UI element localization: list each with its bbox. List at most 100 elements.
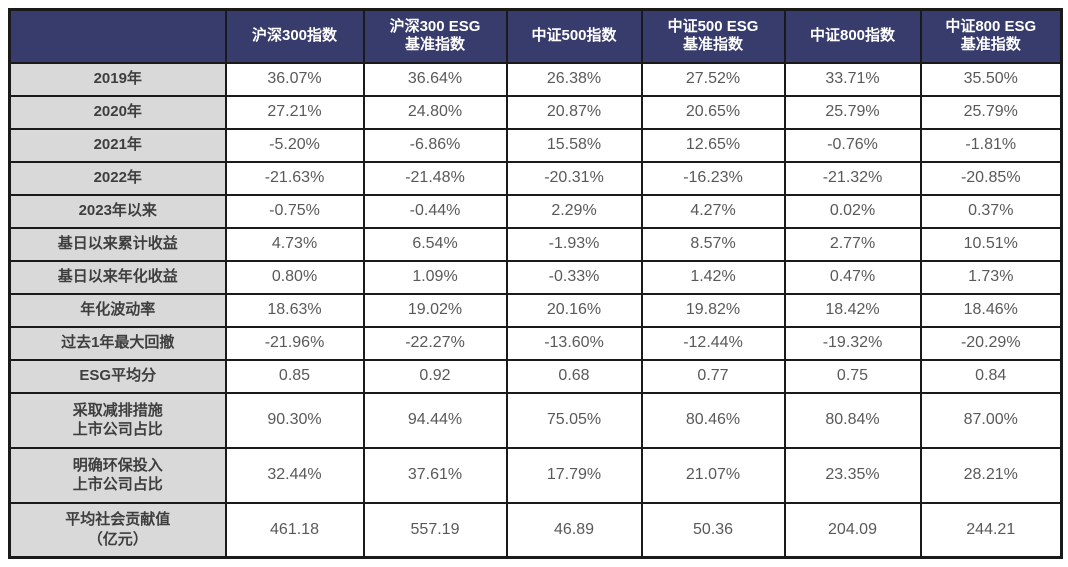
table-row: 2021年 -5.20% -6.86% 15.58% 12.65% -0.76% -1.81…: [8, 127, 1063, 163]
data-cell: 20.87%: [505, 94, 643, 130]
data-cell: 36.64%: [362, 61, 508, 97]
data-cell: 12.65%: [640, 127, 786, 163]
data-cell: 26.38%: [505, 61, 643, 97]
data-cell: 15.58%: [505, 127, 643, 163]
data-cell: -21.48%: [362, 160, 508, 196]
data-cell: 27.21%: [224, 94, 365, 130]
data-cell: 23.35%: [783, 446, 922, 504]
data-cell: 25.79%: [783, 94, 922, 130]
data-cell: 0.77: [640, 358, 786, 394]
data-cell: 75.05%: [505, 391, 643, 449]
row-label: 2023年以来: [8, 193, 227, 229]
data-cell: 0.92: [362, 358, 508, 394]
data-cell: -22.27%: [362, 325, 508, 361]
data-cell: -20.31%: [505, 160, 643, 196]
data-cell: 90.30%: [224, 391, 365, 449]
data-cell: -21.63%: [224, 160, 365, 196]
data-cell: 4.27%: [640, 193, 786, 229]
table-row: 2020年 27.21% 24.80% 20.87% 20.65% 25.79% 25.79…: [8, 94, 1063, 130]
table-row: 年化波动率 18.63% 19.02% 20.16% 19.82% 18.42% 18.46…: [8, 292, 1063, 328]
header-row: 沪深300指数 沪深300 ESG 基准指数 中证500指数 中证500 ESG 基准指数…: [8, 8, 1063, 64]
table-row: 基日以来累计收益 4.73% 6.54% -1.93% 8.57% 2.77% 10.51%: [8, 226, 1063, 262]
row-label: 平均社会贡献值 （亿元）: [8, 501, 227, 559]
table-row: 基日以来年化收益 0.80% 1.09% -0.33% 1.42% 0.47% 1.73%: [8, 259, 1063, 295]
data-cell: 25.79%: [919, 94, 1063, 130]
data-cell: 2.29%: [505, 193, 643, 229]
column-header: 沪深300指数: [224, 8, 365, 64]
data-cell: 8.57%: [640, 226, 786, 262]
index-comparison-table-wrap: 沪深300指数 沪深300 ESG 基准指数 中证500指数 中证500 ESG 基准指数…: [8, 8, 1063, 559]
data-cell: -19.32%: [783, 325, 922, 361]
table-row: 2019年 36.07% 36.64% 26.38% 27.52% 33.71% 35.50…: [8, 61, 1063, 97]
data-cell: -0.75%: [224, 193, 365, 229]
data-cell: 6.54%: [362, 226, 508, 262]
data-cell: -20.29%: [919, 325, 1063, 361]
data-cell: 80.84%: [783, 391, 922, 449]
table-row: 明确环保投入 上市公司占比 32.44% 37.61% 17.79% 21.07% 23.3…: [8, 446, 1063, 504]
data-cell: 0.37%: [919, 193, 1063, 229]
data-cell: 0.84: [919, 358, 1063, 394]
data-cell: -0.44%: [362, 193, 508, 229]
table-row: 采取减排措施 上市公司占比 90.30% 94.44% 75.05% 80.46% 80.8…: [8, 391, 1063, 449]
column-header: 中证500指数: [505, 8, 643, 64]
data-cell: 80.46%: [640, 391, 786, 449]
data-cell: 204.09: [783, 501, 922, 559]
data-cell: 94.44%: [362, 391, 508, 449]
data-cell: 18.63%: [224, 292, 365, 328]
table-header: 沪深300指数 沪深300 ESG 基准指数 中证500指数 中证500 ESG 基准指数…: [8, 8, 1063, 64]
data-cell: -16.23%: [640, 160, 786, 196]
data-cell: 244.21: [919, 501, 1063, 559]
data-cell: 0.68: [505, 358, 643, 394]
data-cell: 10.51%: [919, 226, 1063, 262]
data-cell: -1.81%: [919, 127, 1063, 163]
data-cell: -21.96%: [224, 325, 365, 361]
data-cell: 17.79%: [505, 446, 643, 504]
column-header: 中证500 ESG 基准指数: [640, 8, 786, 64]
data-cell: -5.20%: [224, 127, 365, 163]
data-cell: 18.42%: [783, 292, 922, 328]
data-cell: 50.36: [640, 501, 786, 559]
row-label: ESG平均分: [8, 358, 227, 394]
data-cell: 461.18: [224, 501, 365, 559]
data-cell: 21.07%: [640, 446, 786, 504]
data-cell: 0.80%: [224, 259, 365, 295]
column-header: 沪深300 ESG 基准指数: [362, 8, 508, 64]
row-label: 2020年: [8, 94, 227, 130]
data-cell: 87.00%: [919, 391, 1063, 449]
data-cell: 24.80%: [362, 94, 508, 130]
data-cell: 2.77%: [783, 226, 922, 262]
data-cell: 37.61%: [362, 446, 508, 504]
row-label: 2021年: [8, 127, 227, 163]
data-cell: -0.76%: [783, 127, 922, 163]
data-cell: -13.60%: [505, 325, 643, 361]
table-row: 2022年 -21.63% -21.48% -20.31% -16.23% -21.32%…: [8, 160, 1063, 196]
data-cell: 0.02%: [783, 193, 922, 229]
data-cell: -1.93%: [505, 226, 643, 262]
data-cell: 1.42%: [640, 259, 786, 295]
data-cell: -0.33%: [505, 259, 643, 295]
table-row: 平均社会贡献值 （亿元） 461.18 557.19 46.89 50.36 204.09 2…: [8, 501, 1063, 559]
row-label: 年化波动率: [8, 292, 227, 328]
data-cell: -20.85%: [919, 160, 1063, 196]
data-cell: 1.09%: [362, 259, 508, 295]
data-cell: 4.73%: [224, 226, 365, 262]
data-cell: 46.89: [505, 501, 643, 559]
row-label: 基日以来累计收益: [8, 226, 227, 262]
corner-cell: [8, 8, 227, 64]
data-cell: -21.32%: [783, 160, 922, 196]
row-label: 2022年: [8, 160, 227, 196]
data-cell: 33.71%: [783, 61, 922, 97]
data-cell: -12.44%: [640, 325, 786, 361]
row-label: 明确环保投入 上市公司占比: [8, 446, 227, 504]
data-cell: 0.75: [783, 358, 922, 394]
row-label: 2019年: [8, 61, 227, 97]
index-comparison-table: 沪深300指数 沪深300 ESG 基准指数 中证500指数 中证500 ESG 基准指数…: [8, 8, 1063, 559]
data-cell: 19.82%: [640, 292, 786, 328]
row-label: 过去1年最大回撤: [8, 325, 227, 361]
data-cell: 35.50%: [919, 61, 1063, 97]
row-label: 采取减排措施 上市公司占比: [8, 391, 227, 449]
data-cell: 19.02%: [362, 292, 508, 328]
table-row: 过去1年最大回撤 -21.96% -22.27% -13.60% -12.44% -19.…: [8, 325, 1063, 361]
row-label: 基日以来年化收益: [8, 259, 227, 295]
